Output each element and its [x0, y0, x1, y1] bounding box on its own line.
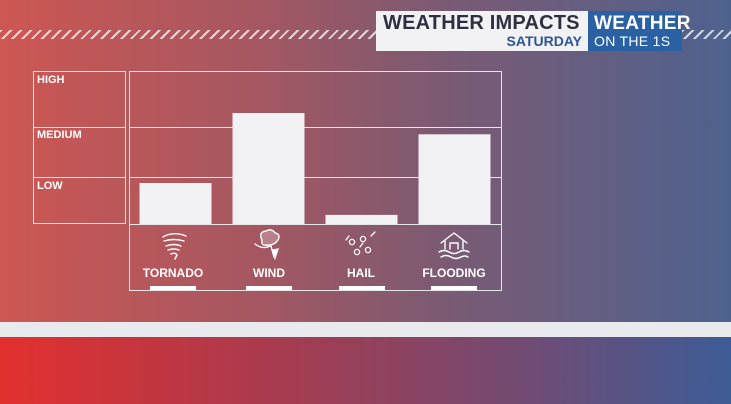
- category-underline: [339, 286, 385, 290]
- impact-chart: HIGH MEDIUM LOW: [33, 71, 502, 291]
- category-label-tornado: TORNADO: [143, 266, 203, 280]
- flooding-icon: [438, 232, 470, 260]
- category-label-flooding: FLOODING: [422, 266, 485, 280]
- brand-line-1: WEATHER: [594, 13, 691, 34]
- day-label: SATURDAY: [506, 33, 582, 49]
- title-box: WEATHER IMPACTS SATURDAY: [376, 11, 588, 51]
- bar-tornado: [139, 183, 212, 224]
- bottom-bar: [0, 337, 731, 404]
- level-label-low: LOW: [37, 180, 63, 192]
- level-label-medium: MEDIUM: [37, 129, 82, 141]
- category-underline: [246, 286, 292, 290]
- level-label-high: HIGH: [37, 74, 65, 86]
- bottom-divider-stripe: [0, 322, 731, 337]
- category-underline: [150, 286, 196, 290]
- bar-flooding: [418, 134, 491, 224]
- hail-icon: [345, 231, 376, 256]
- bar-hail: [325, 214, 398, 224]
- category-label-hail: HAIL: [347, 266, 375, 280]
- category-underline: [431, 286, 477, 290]
- brand-logo: WEATHER ON THE 1S: [588, 11, 690, 51]
- header-stripes-right: [682, 30, 731, 39]
- bars-group: [139, 113, 491, 224]
- level-label-frame: [33, 71, 126, 224]
- category-label-wind: WIND: [253, 266, 285, 280]
- wind-icon: [254, 229, 280, 261]
- plot-frame: [129, 71, 502, 291]
- bar-wind: [232, 113, 305, 224]
- header-stripes-left: [0, 30, 376, 39]
- page-title: WEATHER IMPACTS: [383, 12, 580, 34]
- tornado-icon: [162, 233, 187, 260]
- brand-line-2: ON THE 1S: [594, 33, 671, 49]
